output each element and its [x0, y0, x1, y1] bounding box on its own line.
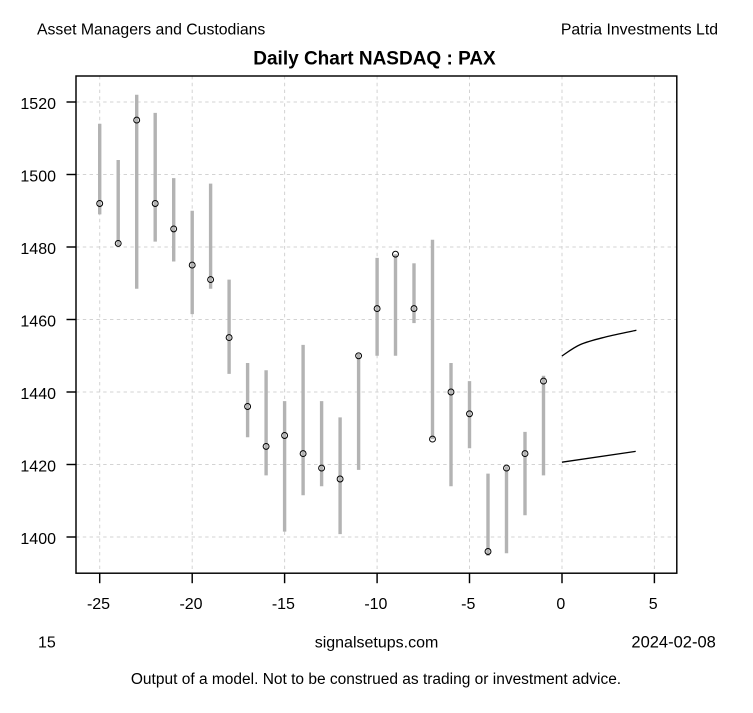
svg-text:Asset Managers and Custodians: Asset Managers and Custodians	[37, 22, 265, 39]
svg-text:signalsetups.com: signalsetups.com	[315, 635, 439, 652]
svg-text:1460: 1460	[20, 314, 56, 331]
svg-text:1480: 1480	[20, 241, 56, 258]
svg-text:-10: -10	[364, 596, 387, 613]
svg-text:1420: 1420	[20, 459, 56, 476]
svg-text:Daily Chart NASDAQ : PAX: Daily Chart NASDAQ : PAX	[253, 49, 496, 70]
svg-text:Output of a model. Not to be c: Output of a model. Not to be construed a…	[131, 671, 621, 688]
svg-text:0: 0	[556, 596, 565, 613]
svg-text:2024-02-08: 2024-02-08	[631, 634, 715, 652]
svg-text:5: 5	[649, 596, 658, 613]
svg-text:-20: -20	[179, 596, 202, 613]
svg-text:Patria Investments Ltd: Patria Investments Ltd	[561, 22, 718, 39]
svg-text:1520: 1520	[20, 96, 56, 113]
svg-text:15: 15	[38, 635, 56, 652]
svg-text:1400: 1400	[20, 531, 56, 548]
svg-text:-15: -15	[272, 596, 295, 613]
svg-text:1440: 1440	[20, 386, 56, 403]
svg-text:-25: -25	[87, 596, 110, 613]
svg-text:-5: -5	[461, 596, 475, 613]
svg-text:1500: 1500	[20, 169, 56, 186]
